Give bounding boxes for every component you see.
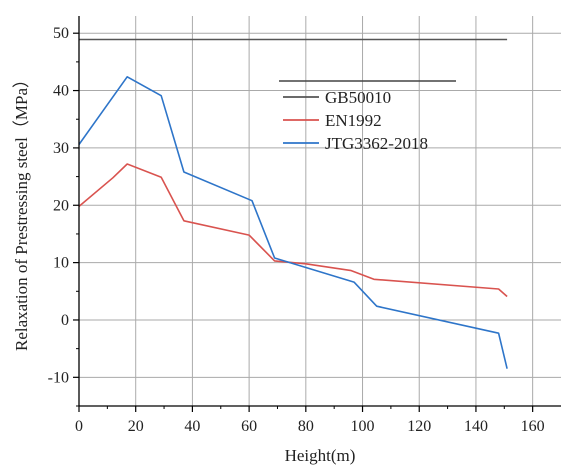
y-tick-label: 50 bbox=[53, 25, 69, 42]
axes bbox=[78, 16, 561, 407]
x-axis-ticks: 0 20 40 60 80 100 120 140 160 bbox=[75, 406, 545, 435]
series-lines bbox=[78, 38, 508, 369]
x-tick-label: 100 bbox=[351, 418, 375, 435]
x-tick-label: 20 bbox=[128, 418, 144, 435]
y-tick-label: 0 bbox=[61, 312, 69, 329]
legend-label: EN1992 bbox=[325, 111, 382, 130]
y-tick-label: 30 bbox=[53, 140, 69, 157]
x-tick-label: 0 bbox=[75, 418, 83, 435]
x-tick-label: 160 bbox=[521, 418, 545, 435]
legend-label: JTG3362-2018 bbox=[325, 134, 428, 153]
y-axis-title: Relaxation of Prestressing steel（MPa） bbox=[12, 71, 31, 351]
x-tick-label: 120 bbox=[407, 418, 431, 435]
legend-label: GB50010 bbox=[325, 88, 391, 107]
x-tick-label: 80 bbox=[298, 418, 314, 435]
y-axis-ticks: -10 0 10 20 30 40 50 bbox=[48, 25, 79, 407]
x-tick-label: 140 bbox=[464, 418, 488, 435]
series-line-1 bbox=[78, 163, 508, 298]
y-tick-label: 10 bbox=[53, 255, 69, 272]
y-tick-label: 20 bbox=[53, 197, 69, 214]
x-axis-title: Height(m) bbox=[285, 446, 356, 465]
series-line-2 bbox=[78, 76, 508, 369]
legend: GB50010 EN1992 JTG3362-2018 bbox=[279, 80, 456, 153]
x-tick-label: 40 bbox=[184, 418, 200, 435]
y-tick-label: -10 bbox=[48, 369, 69, 386]
y-tick-label: 40 bbox=[53, 83, 69, 100]
x-tick-label: 60 bbox=[241, 418, 257, 435]
grid bbox=[79, 16, 561, 406]
